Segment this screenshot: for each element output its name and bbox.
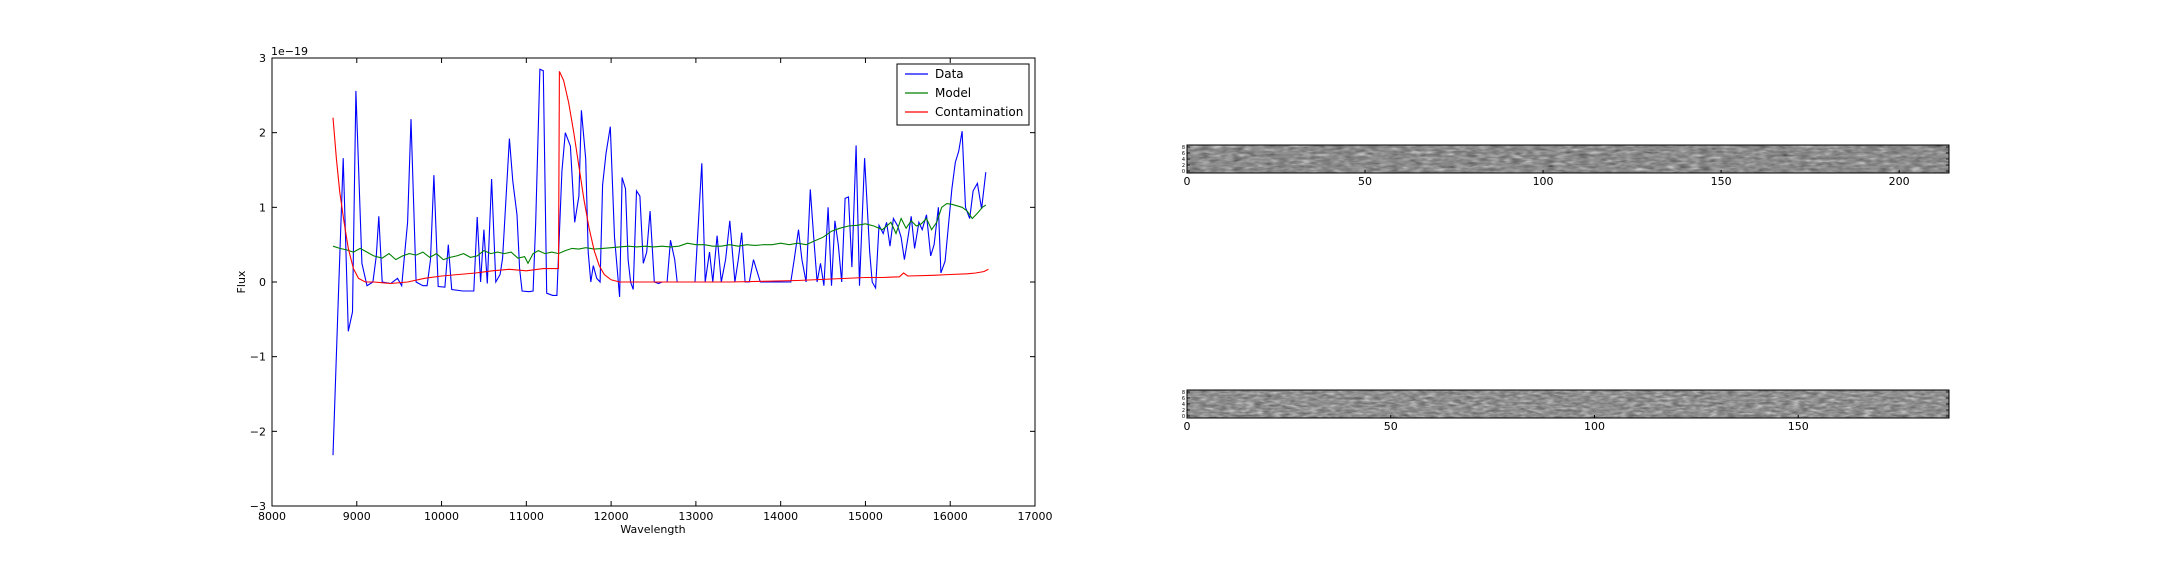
x-tick-label: 11000	[509, 510, 544, 523]
y-tick-label: 8	[1182, 390, 1185, 396]
x-axis-ticks: 0 50 100 150	[1184, 415, 1809, 433]
series-lines	[332, 68, 989, 456]
x-tick-label: 100	[1584, 420, 1605, 433]
x-tick-label: 10000	[424, 510, 459, 523]
y-tick-label: −2	[250, 425, 266, 438]
x-tick-label: 8000	[258, 510, 286, 523]
x-axis-ticks: 8000 9000 10000 11000 12000 13000 14000 15000 16…	[258, 58, 1053, 523]
x-tick-label: 200	[1889, 175, 1910, 188]
spectrum-image	[1187, 390, 1949, 418]
x-tick-label: 17000	[1018, 510, 1053, 523]
x-tick-label: 50	[1358, 175, 1372, 188]
y-tick-label: 2	[1182, 163, 1185, 169]
y-axis-ticks: −3 −2 −1 0 1 2 3	[250, 52, 1035, 513]
legend-label-contamination: Contamination	[935, 105, 1023, 119]
legend-label-model: Model	[935, 86, 971, 100]
y-axis-label: Flux	[235, 270, 248, 293]
y-tick-label: 0	[259, 276, 266, 289]
y-tick-label: 4	[1182, 157, 1185, 163]
y-tick-label: 3	[259, 52, 266, 65]
x-tick-label: 100	[1533, 175, 1554, 188]
series-line-data	[332, 68, 987, 456]
y-tick-label: 0	[1182, 169, 1185, 175]
legend: Data Model Contamination	[896, 63, 1030, 126]
y-tick-label: 2	[1182, 408, 1185, 414]
spectrum-image	[1187, 145, 1949, 173]
x-tick-label: 14000	[763, 510, 798, 523]
x-tick-label: 9000	[343, 510, 371, 523]
x-tick-label: 150	[1788, 420, 1809, 433]
x-tick-label: 13000	[678, 510, 713, 523]
x-tick-label: 0	[1184, 175, 1191, 188]
y-tick-label: 0	[1182, 414, 1185, 420]
y-tick-label: 4	[1182, 402, 1185, 408]
y-tick-label: 8	[1182, 145, 1185, 151]
x-tick-label: 50	[1384, 420, 1398, 433]
y-offset-label: 1e−19	[271, 45, 308, 58]
x-tick-label: 150	[1711, 175, 1732, 188]
x-tick-label: 12000	[594, 510, 629, 523]
y-tick-label: 2	[259, 127, 266, 140]
x-tick-label: 15000	[848, 510, 883, 523]
series-line-model	[332, 203, 987, 265]
y-tick-label: 1	[259, 201, 266, 214]
y-tick-label: −3	[250, 500, 266, 513]
x-tick-label: 0	[1184, 420, 1191, 433]
y-tick-label: −1	[250, 351, 266, 364]
y-tick-label: 6	[1182, 151, 1185, 157]
x-axis-label: Wavelength	[620, 523, 685, 536]
x-axis-ticks: 0 50 100 150 200	[1184, 170, 1910, 188]
legend-label-data: Data	[935, 67, 964, 81]
series-line-contamination	[332, 71, 989, 285]
x-tick-label: 16000	[933, 510, 968, 523]
spectrum-plot: 8000 9000 10000 11000 12000 13000 14000 15000 16…	[235, 45, 1053, 536]
y-tick-label: 6	[1182, 396, 1185, 402]
